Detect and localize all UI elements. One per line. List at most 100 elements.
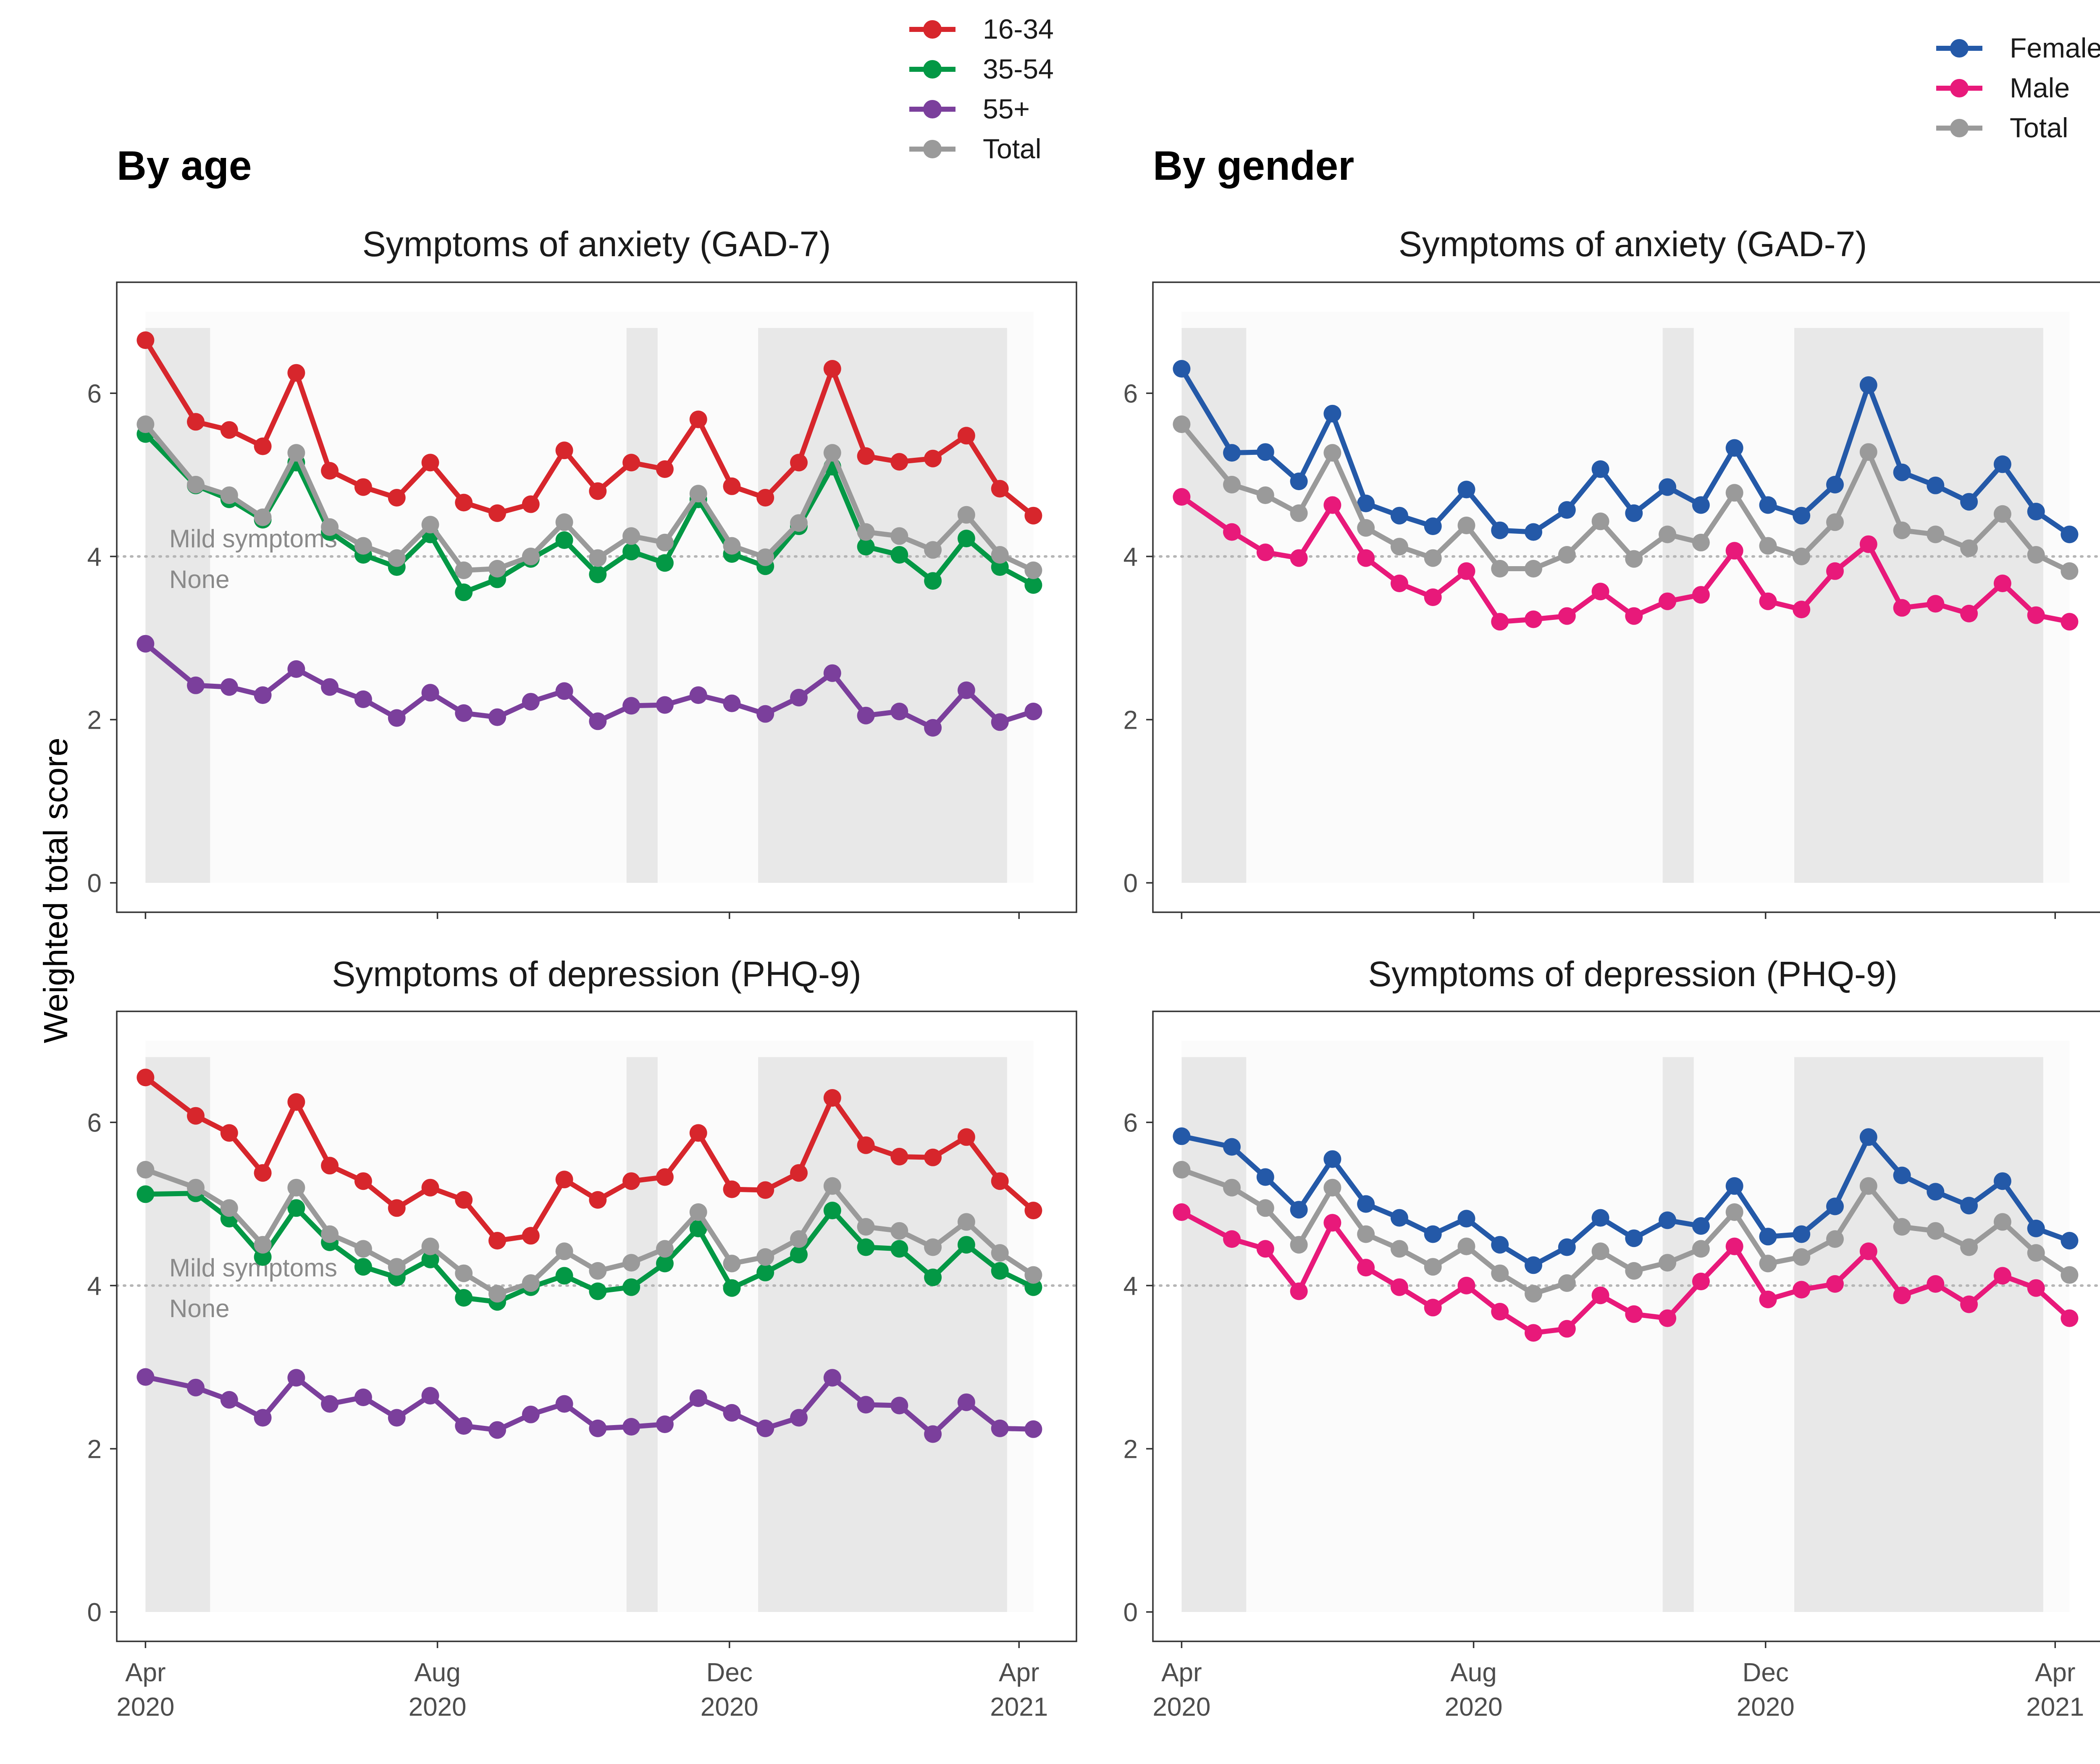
data-point — [1993, 455, 2011, 473]
legend-label: Male — [2010, 72, 2070, 103]
data-point — [656, 1168, 674, 1186]
data-point — [254, 1248, 272, 1266]
data-point — [823, 1089, 841, 1107]
data-point — [1927, 1183, 1945, 1201]
y-tick-label: 6 — [1124, 1108, 1138, 1137]
data-point — [589, 1282, 607, 1300]
series-male — [1173, 1203, 2079, 1342]
data-point — [136, 1185, 155, 1203]
data-point — [1692, 586, 1710, 604]
data-point — [1390, 507, 1408, 525]
data-point — [890, 1396, 908, 1415]
data-point — [1256, 1199, 1274, 1217]
data-point — [823, 360, 841, 378]
panel-border — [1152, 1011, 2100, 1642]
data-point — [890, 703, 908, 720]
data-point — [522, 495, 540, 513]
data-point — [1893, 599, 1911, 617]
data-point — [1173, 1161, 1191, 1179]
data-point — [287, 364, 305, 382]
legend-label: Total — [2010, 112, 2068, 143]
data-point — [254, 686, 272, 704]
data-point — [522, 693, 540, 711]
data-point — [2061, 525, 2079, 543]
data-point — [1893, 1286, 1911, 1305]
data-point — [589, 1419, 607, 1437]
data-point — [1424, 1299, 1442, 1317]
data-point — [924, 1238, 942, 1256]
data-point — [1525, 560, 1542, 578]
data-point — [1960, 1238, 1978, 1256]
data-point — [388, 489, 406, 507]
legend-item: Total — [1936, 112, 2068, 143]
data-point — [622, 527, 640, 545]
data-point — [136, 415, 155, 433]
data-point — [589, 565, 607, 583]
data-point — [1323, 404, 1341, 423]
data-point — [1725, 1177, 1743, 1195]
data-point — [857, 523, 875, 541]
data-point — [1457, 1276, 1475, 1294]
data-point — [1659, 1254, 1677, 1272]
data-point — [354, 1389, 372, 1406]
data-point — [1859, 376, 1877, 394]
data-point — [1390, 538, 1408, 556]
data-point — [455, 1289, 473, 1307]
data-point — [388, 709, 406, 727]
data-point — [1457, 562, 1475, 580]
panel-title: Symptoms of anxiety (GAD-7) — [362, 224, 831, 264]
data-point — [1927, 1275, 1945, 1293]
data-point — [857, 538, 875, 556]
data-point — [1692, 1240, 1710, 1258]
data-point — [1173, 1127, 1191, 1145]
data-point — [723, 694, 741, 712]
data-point — [1591, 512, 1609, 530]
data-point — [1759, 1290, 1777, 1308]
data-point — [991, 713, 1009, 731]
data-point — [354, 1258, 372, 1276]
data-point — [1893, 1166, 1911, 1184]
y-tick-label: 6 — [87, 1108, 102, 1137]
data-point — [1659, 1211, 1677, 1229]
data-point — [622, 543, 640, 561]
data-point — [1759, 1255, 1777, 1273]
data-point — [321, 678, 339, 696]
data-point — [388, 549, 406, 567]
series-female — [1173, 360, 2079, 543]
data-point — [1759, 537, 1777, 555]
data-point — [823, 664, 841, 682]
legend-label: 35-54 — [983, 53, 1054, 84]
data-point — [2061, 613, 2079, 631]
data-point — [1725, 1237, 1743, 1255]
data-point — [589, 712, 607, 730]
data-point — [1692, 533, 1710, 551]
data-point — [1256, 543, 1274, 562]
data-point — [1927, 476, 1945, 494]
legend-label: 16-34 — [983, 13, 1054, 45]
data-point — [1659, 525, 1677, 543]
data-point — [756, 1248, 774, 1266]
data-point — [220, 678, 238, 696]
data-point — [1993, 575, 2011, 592]
data-point — [1927, 525, 1945, 543]
shaded-period — [1794, 1057, 2043, 1612]
data-point — [957, 681, 975, 699]
data-point — [2027, 606, 2045, 624]
data-point — [1357, 1259, 1375, 1277]
data-point — [622, 1418, 640, 1436]
legend-gender: Female Male Total — [1936, 32, 2100, 143]
data-point — [924, 541, 942, 559]
data-point — [1424, 1225, 1442, 1243]
panel-title: Symptoms of depression (PHQ-9) — [332, 954, 861, 994]
data-point — [1290, 1201, 1308, 1219]
y-axis-label: Weighted total score — [37, 738, 74, 1043]
legend-swatch-marker — [923, 20, 942, 39]
data-point — [1793, 1281, 1811, 1299]
data-point — [656, 1240, 674, 1258]
data-point — [656, 1255, 674, 1273]
data-point — [2061, 1309, 2079, 1327]
data-point — [220, 1391, 238, 1409]
data-point — [756, 548, 774, 566]
y-tick-label: 2 — [87, 1435, 102, 1464]
